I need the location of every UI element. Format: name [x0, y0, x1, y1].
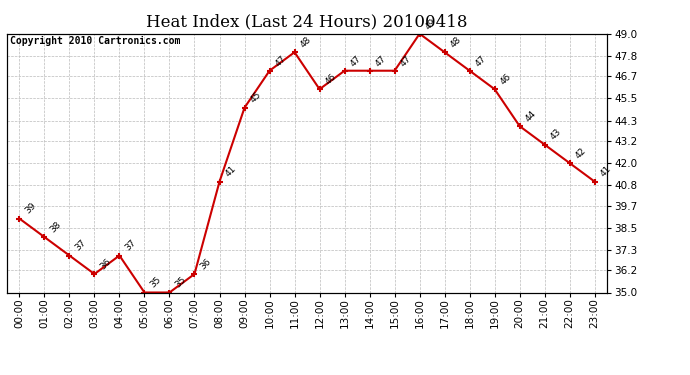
Text: 35: 35 [148, 275, 163, 290]
Text: 49: 49 [424, 16, 438, 31]
Text: 44: 44 [524, 109, 538, 123]
Text: 37: 37 [74, 238, 88, 253]
Text: Copyright 2010 Cartronics.com: Copyright 2010 Cartronics.com [10, 36, 180, 46]
Text: 47: 47 [348, 54, 363, 68]
Text: 46: 46 [499, 72, 513, 86]
Text: 38: 38 [48, 220, 63, 234]
Text: 47: 47 [474, 54, 489, 68]
Text: 41: 41 [599, 164, 613, 179]
Text: 41: 41 [224, 164, 238, 179]
Text: 48: 48 [448, 35, 463, 50]
Text: 47: 47 [374, 54, 388, 68]
Text: 37: 37 [124, 238, 138, 253]
Text: 45: 45 [248, 90, 263, 105]
Text: 36: 36 [99, 257, 113, 271]
Text: 47: 47 [399, 54, 413, 68]
Title: Heat Index (Last 24 Hours) 20100418: Heat Index (Last 24 Hours) 20100418 [146, 14, 468, 31]
Text: 47: 47 [274, 54, 288, 68]
Text: 46: 46 [324, 72, 338, 86]
Text: 35: 35 [174, 275, 188, 290]
Text: 48: 48 [299, 35, 313, 50]
Text: 36: 36 [199, 257, 213, 271]
Text: 43: 43 [549, 128, 563, 142]
Text: 42: 42 [574, 146, 588, 160]
Text: 39: 39 [23, 201, 38, 216]
